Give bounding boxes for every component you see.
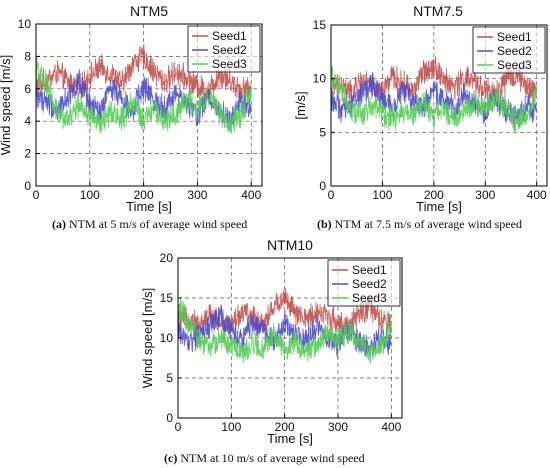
- series-line-seed3: [177, 297, 392, 365]
- chart-title: NTM10: [267, 237, 313, 253]
- series-line-seed1: [35, 43, 252, 104]
- caption-text: NTM at 5 m/s of average wind speed: [66, 217, 247, 231]
- x-tick-label: 300: [475, 188, 495, 202]
- legend-label-seed1: Seed1: [352, 263, 387, 277]
- axes-frame: [330, 24, 548, 187]
- x-tick-label: 0: [33, 188, 40, 202]
- chart-panel-3: 0 100 200 300 400 0 5 10 15 20 NTM10 Time [s] Wind s…: [140, 237, 403, 465]
- y-tick-label: 0: [319, 179, 326, 193]
- axes-frame: [35, 23, 263, 187]
- caption-label: (c): [164, 451, 177, 465]
- x-tick-label: 200: [424, 188, 444, 202]
- y-tick-label: 10: [18, 17, 32, 31]
- legend-label-seed3: Seed3: [497, 58, 532, 72]
- y-axis-label: Wind speed [m/s]: [140, 288, 155, 388]
- y-tick-label: 6: [24, 82, 31, 96]
- x-tick-label: 100: [80, 188, 100, 202]
- y-tick-label: 15: [313, 18, 327, 32]
- x-tick-label: 200: [275, 420, 295, 434]
- figure-caption: (b) NTM at 7.5 m/s of average wind speed: [317, 217, 522, 231]
- series-line-seed3: [35, 56, 252, 134]
- series-line-seed2: [177, 304, 392, 363]
- x-tick-label: 400: [381, 420, 401, 434]
- series-line-seed3: [330, 66, 538, 132]
- y-tick-label: 20: [160, 251, 174, 265]
- y-axis-label: [m/s]: [293, 91, 308, 119]
- y-tick-label: 4: [24, 114, 31, 128]
- legend-label-seed3: Seed3: [212, 57, 247, 71]
- y-tick-label: 2: [24, 147, 31, 161]
- x-tick-label: 0: [175, 420, 182, 434]
- y-axis-label: Wind speed [m/s]: [0, 55, 13, 155]
- x-tick-label: 100: [221, 420, 241, 434]
- caption-text: NTM at 7.5 m/s of average wind speed: [332, 217, 522, 231]
- caption-label: (b): [317, 217, 332, 231]
- x-axis-label: Time [s]: [126, 199, 172, 214]
- x-axis-label: Time [s]: [416, 199, 462, 214]
- figure-caption: (a) NTM at 5 m/s of average wind speed: [52, 217, 247, 231]
- legend-label-seed1: Seed1: [497, 30, 532, 44]
- y-tick-label: 5: [319, 125, 326, 139]
- x-axis-label: Time [s]: [267, 431, 313, 446]
- x-tick-label: 400: [527, 188, 547, 202]
- x-tick-label: 200: [134, 188, 154, 202]
- chart-panel-2: 0 100 200 300 400 0 5 10 15 NTM7.5 Time [s] [m/s] Se…: [293, 3, 548, 231]
- figure-caption: (c) NTM at 10 m/s of average wind speed: [164, 451, 365, 465]
- y-tick-label: 10: [160, 331, 174, 345]
- caption-text: NTM at 10 m/s of average wind speed: [177, 451, 364, 465]
- caption-label: (a): [52, 217, 66, 231]
- y-tick-label: 10: [313, 72, 327, 86]
- y-tick-label: 0: [166, 411, 173, 425]
- y-tick-label: 0: [24, 179, 31, 193]
- legend-label-seed1: Seed1: [212, 29, 247, 43]
- x-tick-label: 0: [328, 188, 335, 202]
- legend-label-seed3: Seed3: [352, 291, 387, 305]
- legend-label-seed2: Seed2: [352, 277, 387, 291]
- y-tick-label: 5: [166, 371, 173, 385]
- y-tick-label: 15: [160, 291, 174, 305]
- chart-title: NTM5: [130, 3, 168, 19]
- x-tick-label: 400: [241, 188, 261, 202]
- x-tick-label: 100: [372, 188, 392, 202]
- y-tick-label: 8: [24, 49, 31, 63]
- legend-label-seed2: Seed2: [497, 44, 532, 58]
- legend-label-seed2: Seed2: [212, 43, 247, 57]
- series-line-seed1: [330, 56, 538, 105]
- chart-panel-1: 0 100 200 300 400 0 2 4 6 8 10 NTM5 Time [s] Wind spe…: [0, 3, 263, 231]
- x-tick-label: 300: [187, 188, 207, 202]
- chart-title: NTM7.5: [413, 3, 463, 19]
- x-tick-label: 300: [328, 420, 348, 434]
